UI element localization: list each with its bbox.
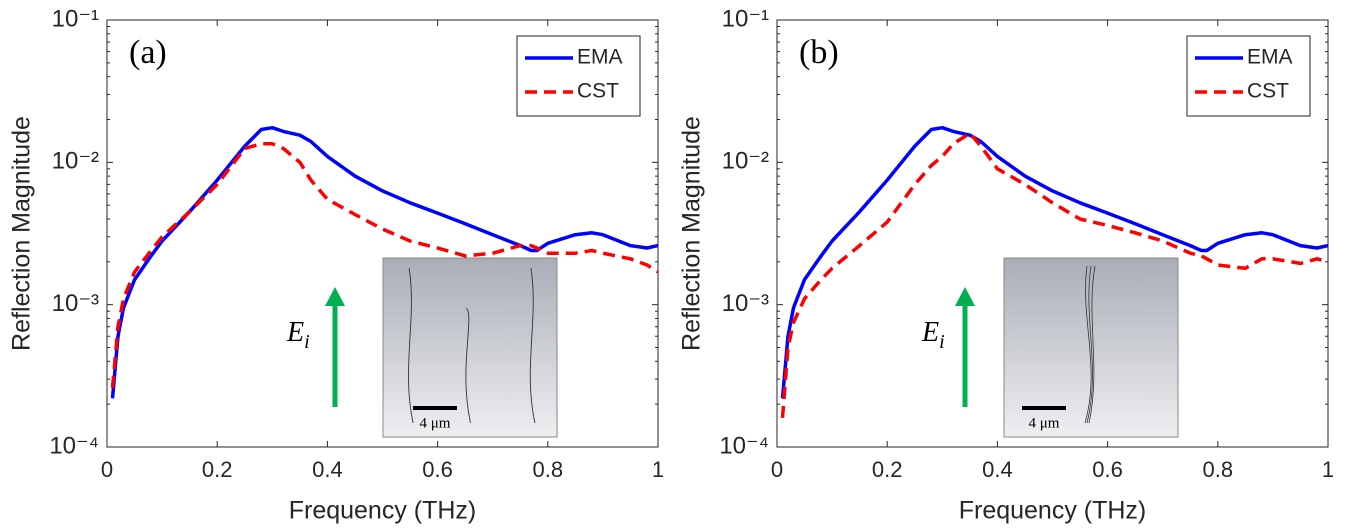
panel-label: (a) xyxy=(129,34,167,71)
x-axis-label: Frequency (THz) xyxy=(289,497,477,525)
y-tick-label: 10⁻³ xyxy=(52,290,99,317)
series-line xyxy=(110,125,659,399)
x-axis-label: Frequency (THz) xyxy=(959,497,1147,525)
y-tick-label: 10⁻¹ xyxy=(52,5,99,32)
series-line xyxy=(780,125,1329,399)
inset-wire xyxy=(1084,265,1092,424)
inset-wire xyxy=(1088,265,1096,424)
legend-box xyxy=(1186,35,1311,117)
legend-box xyxy=(516,35,641,117)
inset-wire xyxy=(1086,265,1093,424)
field-label: Ei xyxy=(921,317,945,352)
y-tick-label: 10⁻² xyxy=(52,148,99,175)
x-tick-label: 1 xyxy=(652,457,664,482)
inset-image xyxy=(382,257,558,438)
x-tick-label: 0 xyxy=(101,457,113,482)
panel-label: (b) xyxy=(799,34,839,71)
x-tick-label: 0.2 xyxy=(202,457,233,482)
y-tick-label: 10⁻³ xyxy=(722,290,769,317)
y-tick-label: 10⁻⁴ xyxy=(719,432,769,459)
legend-label: EMA xyxy=(577,46,623,69)
inset-image xyxy=(1003,257,1179,438)
x-tick-label: 0.6 xyxy=(1092,457,1123,482)
y-axis-label: Reflection Magnitude xyxy=(678,116,706,351)
x-tick-label: 0.6 xyxy=(422,457,453,482)
x-tick-label: 0.4 xyxy=(312,457,343,482)
y-axis-label: Reflection Magnitude xyxy=(8,116,36,351)
legend-label: EMA xyxy=(1247,46,1293,69)
field-subscript: i xyxy=(304,331,310,353)
y-tick-label: 10⁻⁴ xyxy=(49,432,99,459)
inset-wire xyxy=(465,307,471,424)
legend-label: CST xyxy=(577,80,619,103)
field-subscript: i xyxy=(939,331,945,353)
field-arrow-head xyxy=(325,287,345,306)
scale-bar-label: 4 μm xyxy=(420,415,451,431)
x-tick-label: 0.8 xyxy=(1203,457,1234,482)
x-tick-label: 0.8 xyxy=(533,457,564,482)
x-tick-label: 0.2 xyxy=(872,457,903,482)
inset-wire xyxy=(408,267,414,424)
x-tick-label: 0.4 xyxy=(982,457,1013,482)
y-tick-label: 10⁻² xyxy=(722,148,769,175)
series-line xyxy=(780,131,1329,419)
x-tick-label: 1 xyxy=(1322,457,1334,482)
field-symbol: E xyxy=(286,317,304,348)
field-arrow-head xyxy=(955,287,975,306)
series-line xyxy=(110,142,659,389)
field-symbol: E xyxy=(921,317,939,348)
scale-bar-label: 4 μm xyxy=(1029,415,1060,431)
y-tick-label: 10⁻¹ xyxy=(722,5,769,32)
legend-label: CST xyxy=(1247,80,1289,103)
field-label: Ei xyxy=(286,317,310,352)
x-tick-label: 0 xyxy=(771,457,783,482)
inset-wire xyxy=(529,267,536,424)
